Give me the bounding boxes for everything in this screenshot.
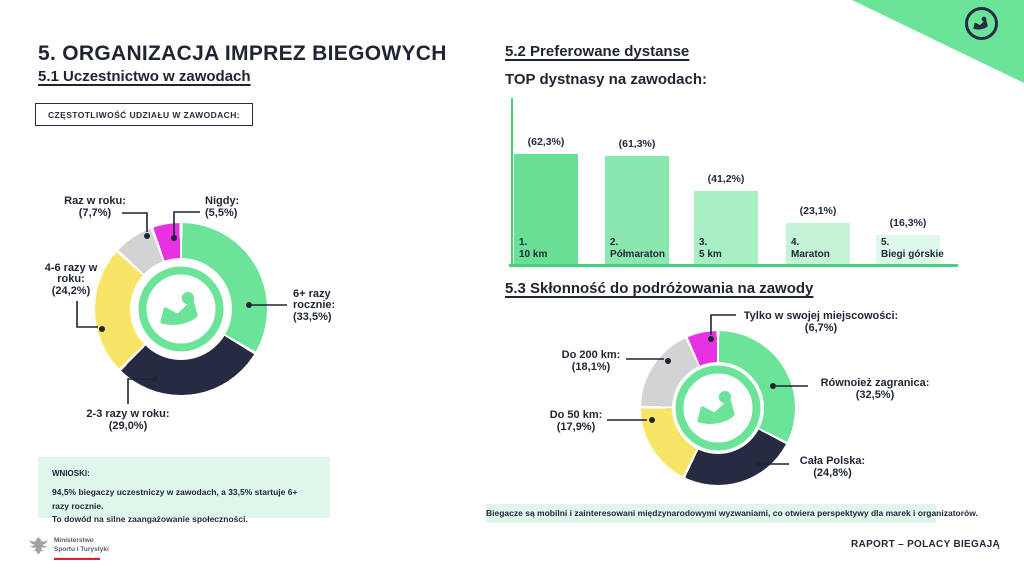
runner-logo-icon (973, 16, 988, 30)
pie-label-miejscowosc: Tylko w swojej miejscowości: (6,7%) (743, 310, 899, 334)
flag-strip (54, 556, 100, 560)
conclusions-line: To dowód na silne zaangażowanie społeczn… (52, 514, 248, 525)
ministry-name: Ministerstwo Sportu i Turystyki (54, 534, 109, 560)
travel-note: Biegacze są mobilni i zainteresowani mię… (486, 504, 978, 523)
donut-center-badge (675, 365, 761, 451)
bar-chart: (62,3%) 1. 10 km (61,3%) 2. Półmaraton (… (505, 93, 960, 267)
conclusions-box: WNIOSKI: 94,5% biegaczy uczestniczy w za… (38, 457, 330, 524)
pie-label-do-50km: Do 50 km: (17,9%) (549, 409, 603, 433)
conclusions-title: WNIOSKI: (52, 469, 90, 478)
bar-value-label: (62,3%) (527, 136, 565, 148)
bar-category-label: 3. 5 km (699, 237, 722, 261)
donut-center-badge (138, 266, 224, 352)
bar-5km: (41,2%) 3. 5 km (694, 173, 758, 264)
travel-donut-chart (641, 331, 795, 485)
section-53-heading: 5.3 Skłonność do podróżowania na zawody (505, 280, 814, 297)
bar-category-label: 5. Biegi górskie (881, 237, 944, 261)
bar-value-label: (23,1%) (799, 205, 837, 217)
bar-value-label: (41,2%) (707, 173, 745, 185)
pie-label-once: Raz w roku: (7,7%) (64, 195, 126, 219)
bar-maraton: (23,1%) 4. Maraton (786, 205, 850, 264)
bar-polmaraton: (61,3%) 2. Półmaraton (605, 138, 669, 264)
pie-label-4-6: 4-6 razy w roku: (24,2%) (44, 262, 98, 297)
frequency-tag: CZĘSTOTLIWOŚĆ UDZIAŁU W ZAWODACH: (35, 103, 253, 126)
eagle-emblem-icon (29, 536, 48, 555)
pie-label-do-200km: Do 200 km: (18,1%) (561, 349, 621, 373)
pie-label-cala-polska: Cała Polska: (24,8%) (799, 455, 866, 479)
runner-logo-icon (159, 290, 198, 325)
y-axis-line (511, 98, 513, 265)
section-51-heading: 5.1 Uczestnictwo w zawodach (38, 68, 251, 85)
conclusions-line: 94,5% biegaczy uczestniczy w zawodach, a… (52, 487, 298, 511)
bar-category-label: 1. 10 km (519, 237, 548, 261)
pie-label-2-3: 2-3 razy w roku: (29,0%) (86, 408, 170, 432)
bar-10km: (62,3%) 1. 10 km (514, 136, 578, 264)
report-footer-label: RAPORT – POLACY BIEGAJĄ (851, 539, 1000, 550)
bar-value-label: (61,3%) (618, 138, 656, 150)
ministry-logo: Ministerstwo Sportu i Turystyki (28, 534, 109, 560)
bar-category-label: 4. Maraton (791, 237, 830, 261)
pie-label-zagranica: Równoież zagranica: (32,5%) (820, 377, 930, 401)
page-title: 5. ORGANIZACJA IMPREZ BIEGOWYCH (38, 42, 447, 65)
bar-category-label: 2. Półmaraton (610, 237, 666, 261)
brand-ring (965, 7, 998, 40)
section-52-subheading: TOP dystnasy na zawodach: (505, 71, 708, 88)
pie-label-never: Nigdy: (5,5%) (205, 195, 240, 219)
pie-label-6plus: 6+ razy rocznie: (33,5%) (293, 288, 336, 323)
participation-donut-chart (95, 223, 267, 395)
section-52-heading: 5.2 Preferowane dystanse (505, 43, 690, 60)
x-axis-line (509, 264, 958, 267)
corner-triangle-decoration (852, 0, 1024, 83)
bar-biegi-gorskie: (16,3%) 5. Biegi górskie (876, 217, 944, 264)
runner-logo-icon (696, 389, 735, 424)
bar-value-label: (16,3%) (889, 217, 927, 229)
